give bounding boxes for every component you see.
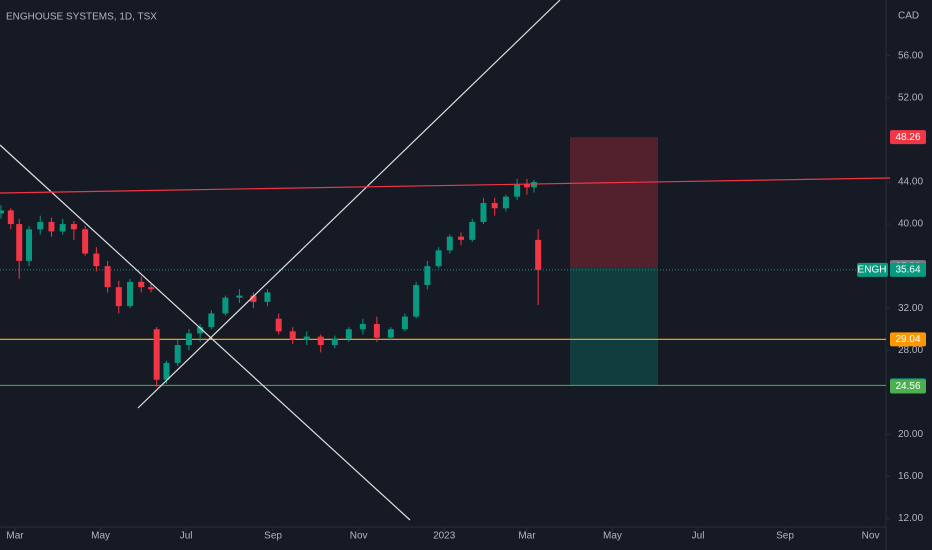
candle-body [514,184,521,197]
candle-body [264,292,271,302]
candle-body [163,362,170,380]
y-tick-label: 20.00 [898,429,923,440]
x-tick-label: Nov [350,531,368,542]
x-tick-label: Jul [180,531,193,542]
y-tick-label: 56.00 [898,50,923,61]
candle-body [530,181,537,188]
trend-line [137,0,561,409]
candle-body [185,333,192,346]
candle-body [82,229,89,254]
price-badge-label: 48.26 [895,132,920,143]
candle-body [523,184,530,188]
y-tick-label: 52.00 [898,92,923,103]
candle-body [7,210,14,225]
y-tick-label: 32.00 [898,303,923,314]
price-badge [890,332,926,347]
candle-body [208,313,215,328]
x-tick-label: Jul [692,531,705,542]
candle-body [138,281,145,288]
candle-body [127,281,134,307]
price-badge-label: 24.56 [895,381,920,392]
candle-body [104,266,111,288]
currency: CAD [898,11,919,22]
candle-body [70,224,77,230]
price-badge [890,130,926,145]
candle-body [345,329,352,339]
candle-body [458,236,465,240]
price-badge-label: 35.64 [895,265,920,276]
y-tick-label: 12.00 [898,513,923,524]
candle-body [37,221,44,230]
candle-body [26,229,33,261]
x-tick-label: May [603,531,622,542]
candle-body [275,318,282,332]
candle-body [480,203,487,222]
x-tick-label: Mar [6,531,24,542]
symbol-label: ENGH [858,265,887,276]
symbol-badge [857,262,888,277]
trend-line [0,144,411,521]
candle-body [535,239,542,270]
candle-body [197,327,204,334]
price-badge [890,262,926,277]
price-badge-label: 29.04 [895,334,920,345]
x-tick-label: Mar [518,531,536,542]
candle-body [435,250,442,267]
candle-body [153,329,160,380]
x-tick-label: Sep [264,531,282,542]
candle-body [502,196,509,209]
candle-body [331,338,338,346]
price-badge [890,379,926,394]
candle-body [174,345,181,363]
x-tick-label: May [91,531,110,542]
candle-body [0,210,4,214]
candle-body [250,295,257,302]
candle-body [446,236,453,251]
candle-body [424,266,431,286]
candle-body [387,329,394,338]
y-tick-label: 44.00 [898,177,923,188]
candle-body [413,285,420,317]
candle-body [303,336,310,340]
candle-body [401,316,408,330]
candle-body [236,295,243,298]
candle-body [359,323,366,330]
chart-title: ENGHOUSE SYSTEMS, 1D, TSX [6,12,157,23]
candle-body [469,221,476,240]
candle-body [48,221,55,232]
candle-body [16,224,23,261]
y-tick-label: 28.00 [898,345,923,356]
candle-body [289,331,296,340]
candle-body [373,323,380,338]
y-tick-label: 40.00 [898,219,923,230]
candle-body [93,253,100,267]
x-tick-label: Nov [862,531,880,542]
candle-body [148,287,155,290]
x-tick-label: Sep [776,531,794,542]
resistance-line [0,177,891,194]
x-tick-label: 2023 [433,531,456,542]
candle-body [317,336,324,346]
candle-body [59,224,66,232]
stop-zone [570,267,658,386]
y-tick-label: 16.00 [898,471,923,482]
candle-body [491,203,498,209]
candle-body [222,297,229,314]
candle-body [115,287,122,307]
target-zone [570,137,658,268]
